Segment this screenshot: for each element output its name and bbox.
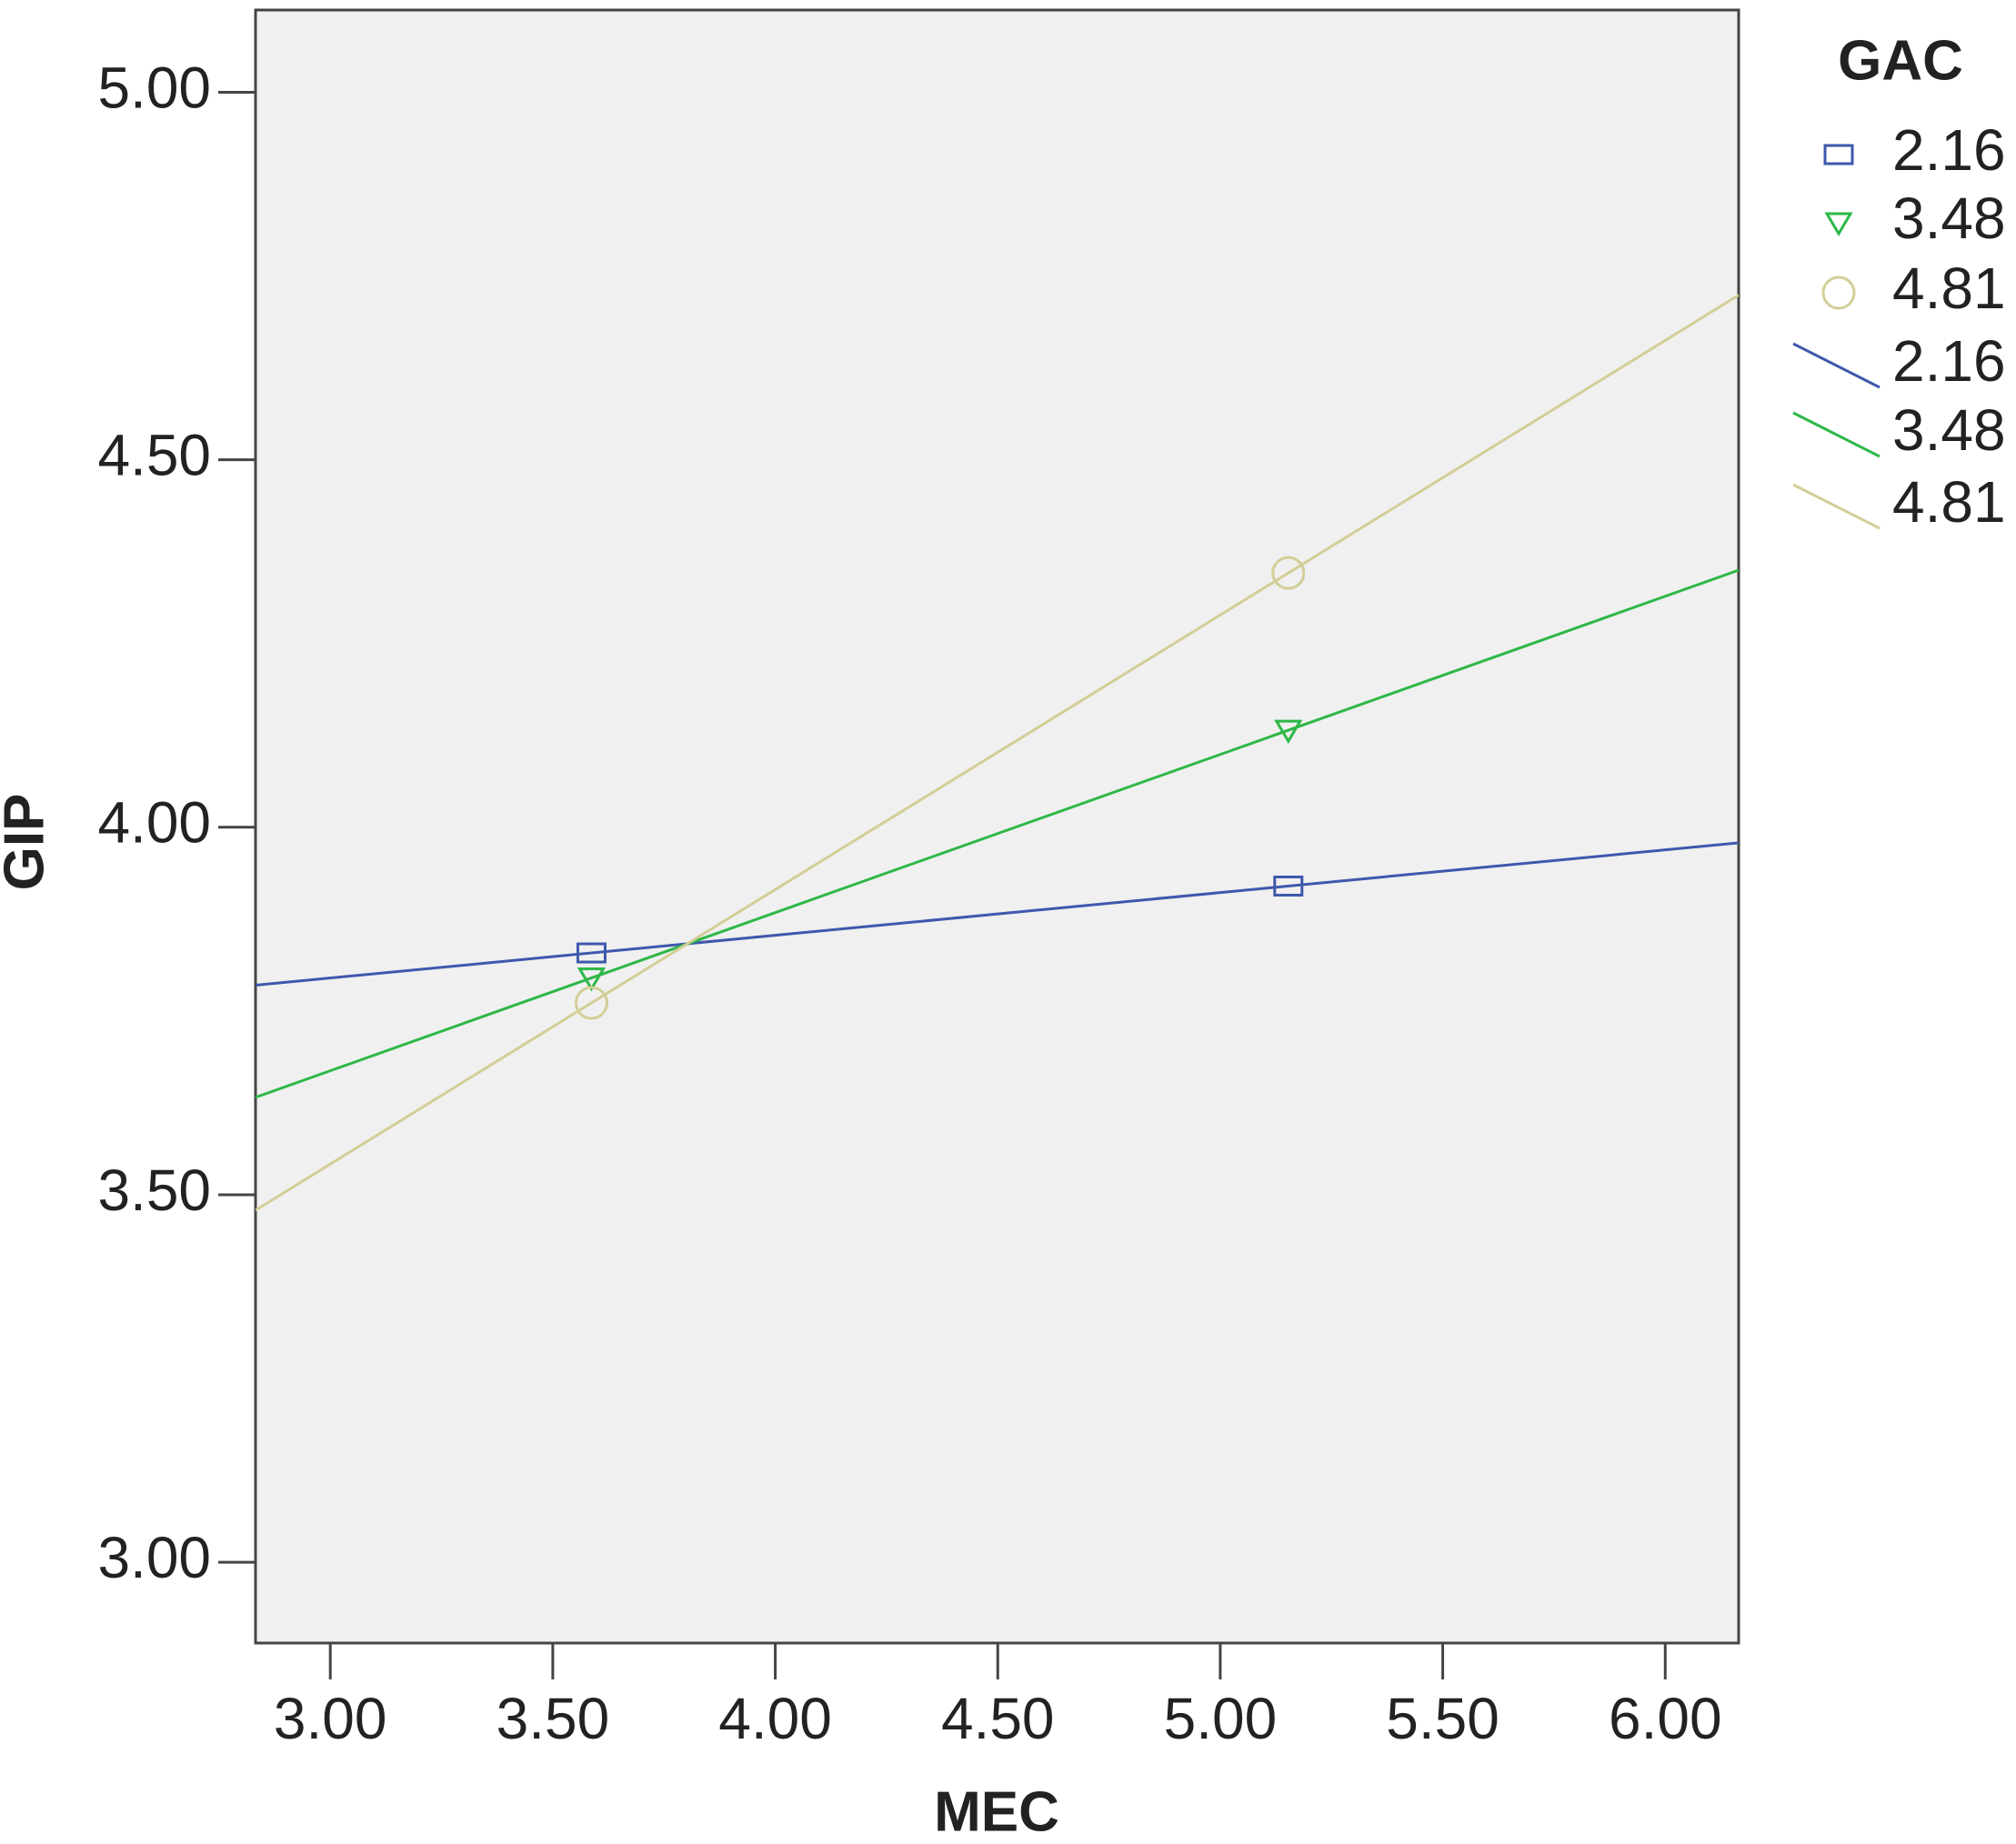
x-tick-label: 6.00	[1609, 1686, 1722, 1751]
point	[577, 967, 607, 992]
legend-marker	[1821, 276, 1856, 310]
x-tick-label: 4.50	[941, 1686, 1055, 1751]
x-tick-label: 4.00	[718, 1686, 832, 1751]
x-axis-title: MEC	[934, 1780, 1059, 1843]
legend-line	[1792, 342, 1881, 389]
legend-label: 3.48	[1892, 397, 2006, 463]
point	[574, 986, 608, 1020]
point	[1273, 875, 1304, 897]
legend-label: 2.16	[1892, 328, 2006, 394]
y-tick-label: 3.50	[97, 1158, 211, 1223]
legend-marker	[1823, 144, 1854, 165]
x-tick-label: 3.50	[496, 1686, 610, 1751]
legend-label: 4.81	[1892, 256, 2006, 321]
fit-line	[256, 568, 1739, 1099]
point	[576, 942, 607, 964]
y-tick-label: 3.00	[97, 1525, 211, 1590]
y-tick-label: 5.00	[97, 55, 211, 120]
legend-line	[1792, 411, 1881, 458]
legend-marker	[1824, 212, 1853, 236]
x-tick-label: 3.00	[274, 1686, 387, 1751]
legend-line	[1792, 483, 1881, 530]
legend-label: 4.81	[1892, 469, 2006, 535]
y-axis-title: GIP	[0, 794, 55, 891]
plot-area	[254, 8, 1740, 1645]
fit-line	[256, 841, 1739, 987]
legend-label: 3.48	[1892, 185, 2006, 251]
y-tick-label: 4.50	[97, 423, 211, 488]
y-tick-label: 4.00	[97, 790, 211, 856]
point	[1274, 719, 1303, 745]
fit-line	[256, 294, 1739, 1212]
point	[1271, 556, 1306, 590]
x-tick-label: 5.00	[1164, 1686, 1278, 1751]
legend-title: GAC	[1838, 29, 1963, 92]
x-tick-label: 5.50	[1386, 1686, 1499, 1751]
legend-label: 2.16	[1892, 117, 2006, 183]
